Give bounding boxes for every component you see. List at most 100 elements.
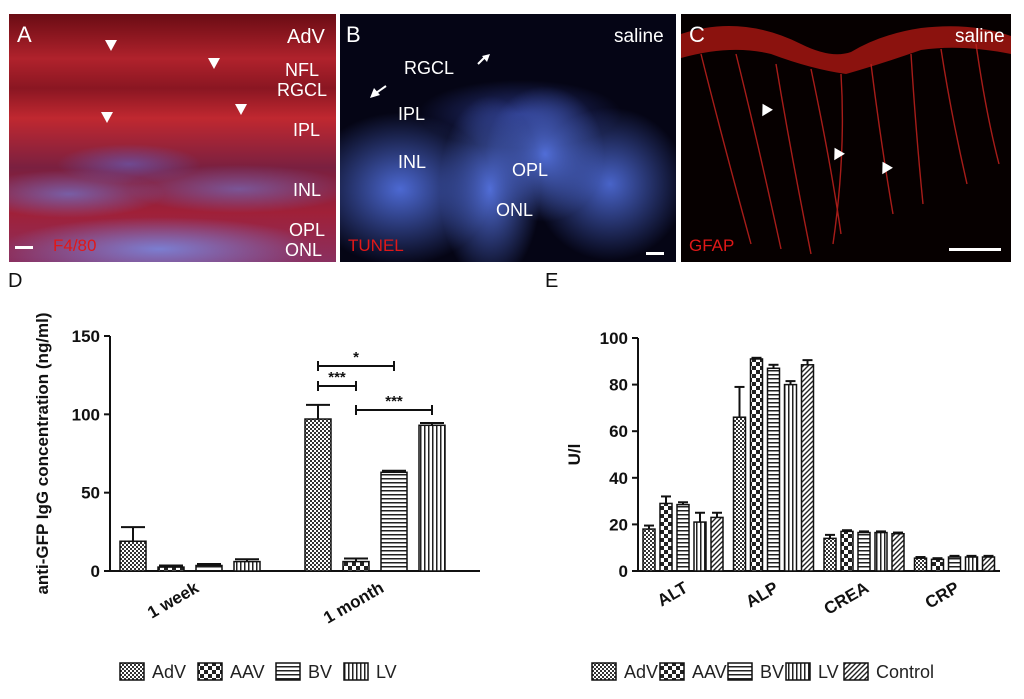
legend-label-aav: AAV	[692, 662, 727, 682]
scale-bar-b	[646, 252, 664, 255]
legend-swatch-control	[843, 662, 869, 681]
stain-label-tunel: TUNEL	[348, 236, 404, 255]
legend-label-aav: AAV	[230, 662, 265, 682]
y-axis-title: anti-GFP IgG concentration (ng/ml)	[33, 312, 52, 594]
y-axis-title: U/l	[565, 444, 584, 466]
layer-label-inl: INL	[398, 152, 427, 172]
bar-control	[800, 364, 815, 572]
bar-lv	[693, 521, 707, 572]
x-tick-label: CREA	[821, 578, 872, 619]
micrograph-b: B saline RGCL IPL INL OPL ONL TUNEL	[340, 14, 676, 262]
chart-letter-d: D	[8, 270, 23, 292]
arrowhead-icon	[101, 112, 113, 123]
panel-b-condition-label: saline	[614, 26, 664, 47]
panel-letter-b: B	[346, 22, 361, 47]
legend-swatch-lv	[785, 662, 811, 681]
bar-aav	[840, 530, 854, 572]
y-tick-label: 150	[72, 327, 100, 346]
y-tick-label: 50	[81, 484, 100, 503]
bar-bv	[947, 556, 962, 572]
stain-label-f480: F4/80	[53, 236, 97, 255]
chart-d: 0 50 100 150 anti-GFP IgG concentration (ng/…	[33, 312, 480, 682]
legend-swatch-bv	[275, 662, 301, 681]
bar-lv	[418, 424, 446, 572]
x-tick-label: 1 month	[320, 578, 387, 628]
legend-label-control: Control	[876, 662, 934, 682]
bar-control	[891, 532, 905, 572]
arrowhead-icon	[208, 58, 220, 69]
bar-bv	[380, 471, 408, 572]
bar-control	[710, 516, 724, 572]
bar-adv	[913, 557, 928, 572]
layer-label-rgcl: RGCL	[404, 58, 455, 78]
y-tick-label: 0	[91, 562, 100, 581]
micrograph-c: C saline GFAP	[681, 14, 1011, 262]
bar-lv	[233, 560, 261, 572]
layer-label-onl: ONL	[285, 240, 323, 260]
significance-label: ***	[385, 393, 403, 410]
bar-bv	[195, 564, 223, 572]
y-tick-label: 60	[609, 422, 628, 441]
bar-control	[981, 556, 996, 572]
legend-swatch-bv	[727, 662, 753, 681]
x-tick-label: 1 week	[144, 578, 202, 623]
scale-bar-a	[15, 246, 33, 249]
panel-a-condition-label: AdV	[287, 26, 325, 48]
legend-label-lv: LV	[818, 662, 839, 682]
gfap-fibers	[681, 26, 1011, 255]
bar-aav	[342, 560, 370, 572]
arrowhead-icon	[235, 104, 247, 115]
y-tick-label: 40	[609, 469, 628, 488]
bar-lv	[874, 531, 888, 572]
layer-label-onl: ONL	[496, 200, 534, 220]
bar-adv	[732, 416, 747, 572]
bar-aav	[930, 558, 945, 572]
bar-adv	[119, 540, 147, 572]
bar-bv	[676, 503, 690, 572]
bar-adv	[823, 537, 837, 572]
legend-swatch-lv	[343, 662, 369, 681]
panel-letter-a: A	[17, 22, 32, 47]
y-tick-label: 20	[609, 515, 628, 534]
significance-label: ***	[328, 369, 346, 386]
y-tick-label: 80	[609, 376, 628, 395]
bar-aav	[157, 566, 185, 572]
micrograph-a: A AdV NFL RGCL IPL INL OPL ONL F4/80	[9, 14, 336, 262]
layer-label-inl: INL	[293, 180, 322, 200]
arrowhead-icon	[105, 40, 117, 51]
legend-swatch-adv	[119, 662, 145, 681]
layer-label-ipl: IPL	[293, 120, 321, 140]
bar-adv	[304, 418, 332, 572]
scale-bar-c	[949, 248, 1001, 251]
legend-label-adv: AdV	[152, 662, 186, 682]
significance-label: *	[353, 349, 359, 366]
y-tick-label: 100	[72, 405, 100, 424]
bar-lv	[783, 383, 798, 572]
bar-aav	[659, 502, 673, 572]
chart-e: 0 20 40 60 80 100 U/l ALT ALP CREA CRP AdV AAV BV LV Co…	[565, 329, 1000, 682]
legend-swatch-aav	[197, 662, 223, 681]
y-tick-label: 100	[600, 329, 628, 348]
y-tick-label: 0	[619, 562, 628, 581]
x-tick-label: ALT	[654, 578, 692, 611]
bar-bv	[857, 531, 871, 572]
layer-label-ipl: IPL	[398, 104, 426, 124]
chart-letter-e: E	[545, 270, 559, 292]
arrow-icon	[370, 54, 490, 98]
layer-label-nfl: NFL	[285, 60, 320, 80]
legend-label-adv: AdV	[624, 662, 658, 682]
legend-label-lv: LV	[376, 662, 397, 682]
bar-lv	[964, 556, 979, 572]
legend-swatch-aav	[659, 662, 685, 681]
panel-c-condition-label: saline	[955, 26, 1005, 47]
bar-aav	[749, 358, 764, 572]
panel-letter-c: C	[689, 22, 705, 47]
layer-label-rgcl: RGCL	[277, 80, 328, 100]
x-tick-label: ALP	[743, 578, 782, 611]
x-tick-label: CRP	[922, 578, 963, 612]
layer-label-opl: OPL	[512, 160, 549, 180]
stain-label-gfap: GFAP	[689, 236, 735, 255]
bar-bv	[766, 367, 781, 572]
legend-label-bv: BV	[308, 662, 332, 682]
legend-swatch-adv	[591, 662, 617, 681]
